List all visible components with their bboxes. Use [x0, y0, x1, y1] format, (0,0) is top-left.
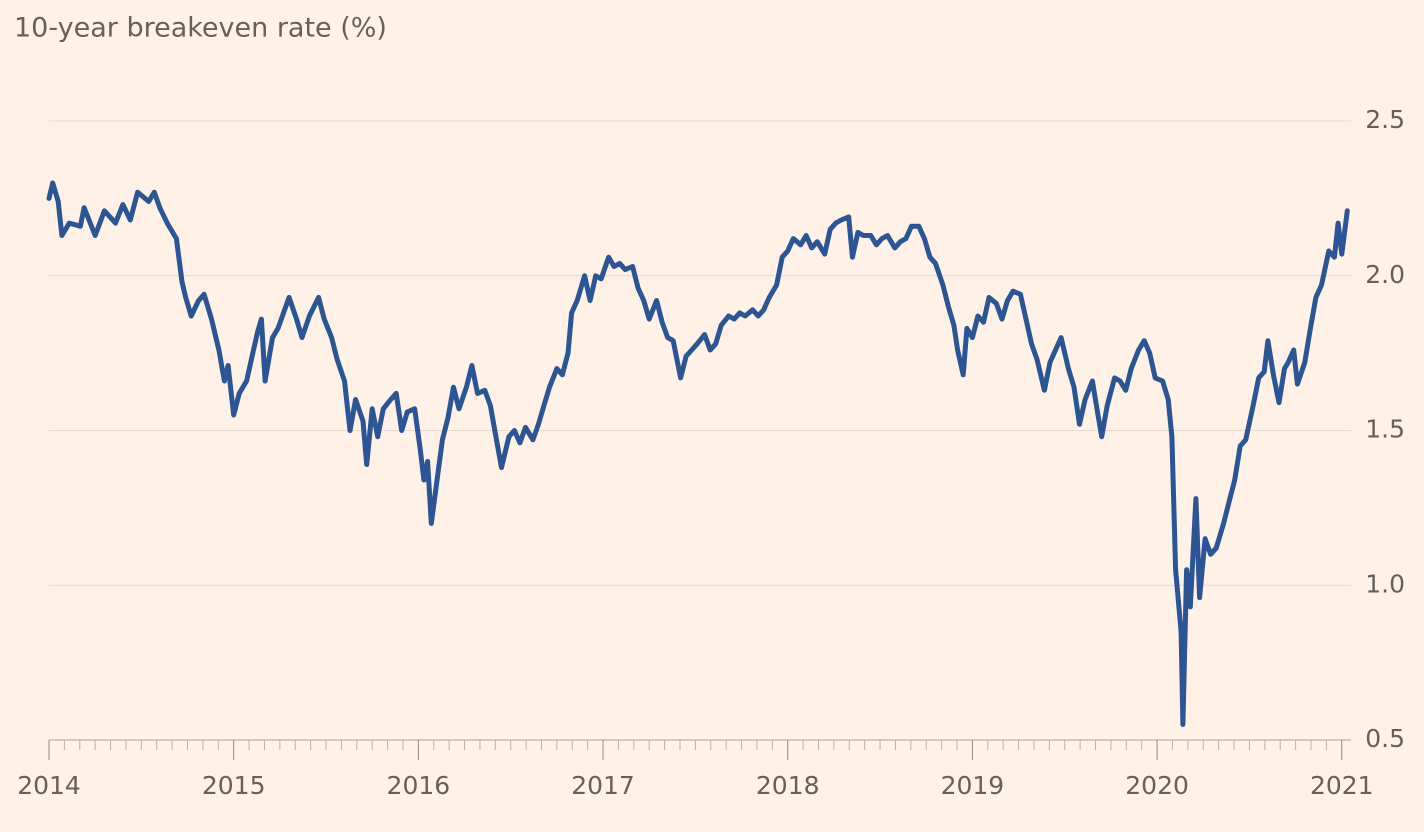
chart-title: 10-year breakeven rate (%)	[14, 13, 387, 44]
x-tick-label: 2019	[941, 771, 1005, 800]
x-tick-label: 2020	[1125, 771, 1189, 800]
x-tick-label: 2018	[756, 771, 820, 800]
y-tick-label: 2.5	[1365, 105, 1405, 134]
y-tick-label: 2.0	[1365, 260, 1405, 289]
x-tick-label: 2021	[1310, 771, 1374, 800]
y-tick-label: 1.0	[1365, 569, 1405, 598]
y-tick-label: 0.5	[1365, 724, 1405, 753]
data-line	[46, 180, 1350, 727]
x-tick-label: 2015	[202, 771, 266, 800]
x-tick-label: 2017	[571, 771, 635, 800]
y-tick-label: 1.5	[1365, 415, 1405, 444]
x-tick-label: 2016	[387, 771, 451, 800]
x-tick-label: 2014	[17, 771, 81, 800]
